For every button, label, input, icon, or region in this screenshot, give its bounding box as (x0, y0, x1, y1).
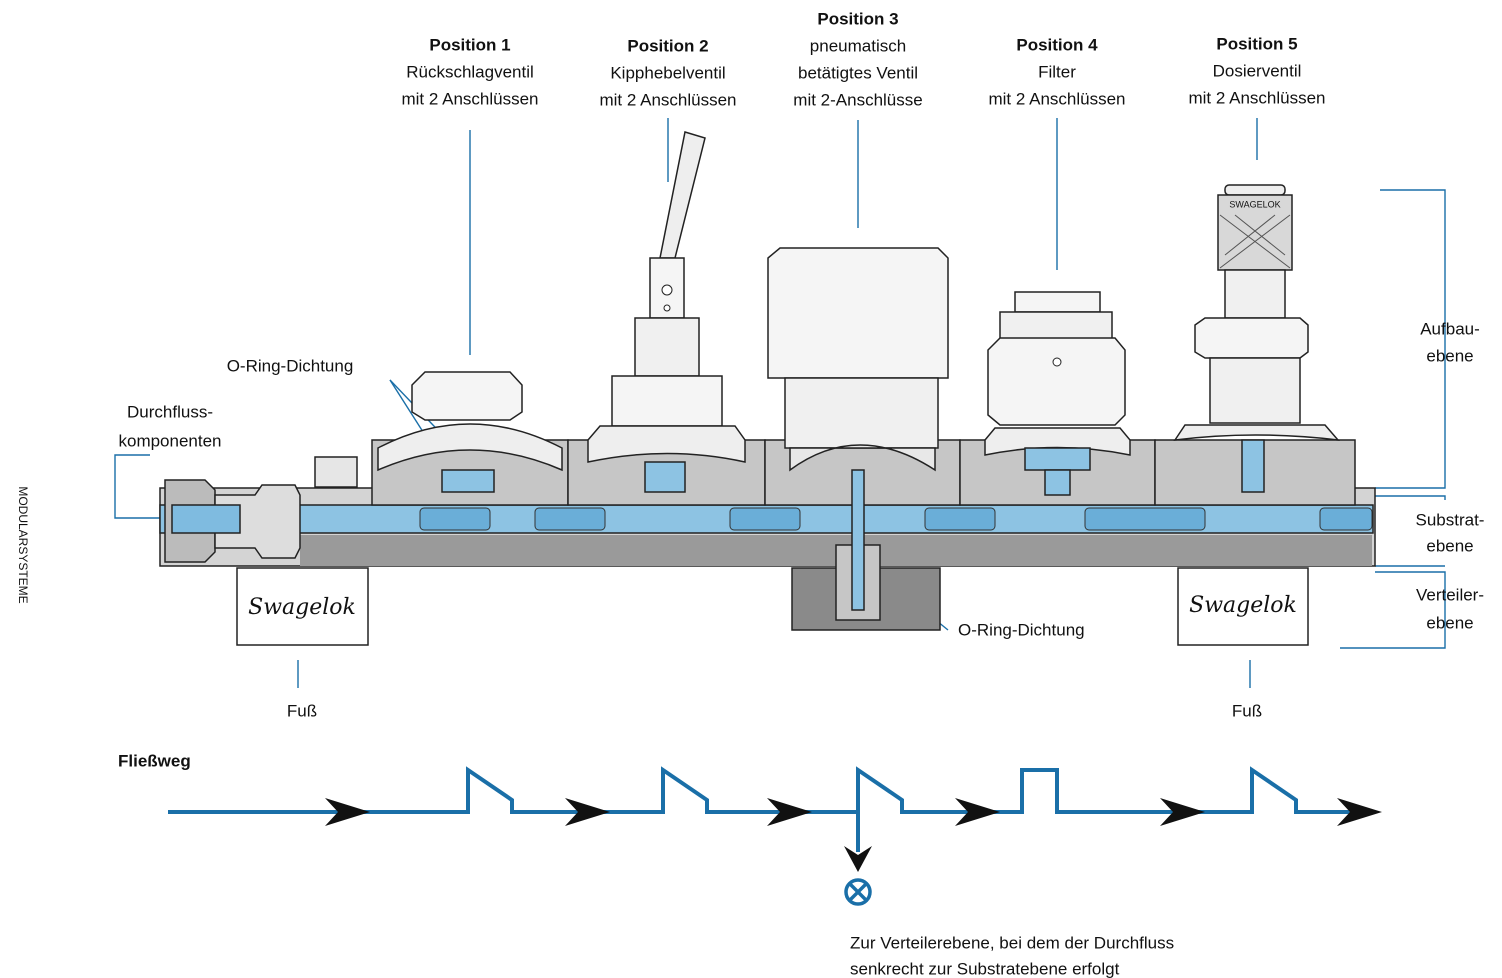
position-line: mit 2 Anschlüssen (1188, 88, 1325, 107)
position-line: Rückschlagventil (406, 62, 534, 81)
position-line: Filter (1038, 62, 1076, 81)
feet: Swagelok Swagelok (236, 567, 1309, 646)
level-label: ebene (1426, 536, 1473, 555)
position-line: Kipphebelventil (610, 63, 725, 82)
foot-label: Fuß (1232, 701, 1262, 720)
foot-label: Fuß (287, 701, 317, 720)
check-valve (377, 371, 563, 493)
position-title: Position 2 (627, 36, 708, 55)
o-ring-label: O-Ring-Dichtung (958, 620, 1085, 639)
position-line: mit 2 Anschlüssen (988, 89, 1125, 108)
level-label: ebene (1426, 346, 1473, 365)
position-line: mit 2 Anschlüssen (599, 90, 736, 109)
flow-path (168, 766, 1382, 906)
position-line: Dosierventil (1213, 61, 1302, 80)
o-ring-label: O-Ring-Dichtung (227, 356, 354, 375)
level-label: Verteiler- (1416, 585, 1484, 604)
flow-note: Zur Verteilerebene, bei dem der Durchflu… (850, 933, 1174, 952)
filter (984, 291, 1131, 496)
position-title: Position 4 (1016, 35, 1098, 54)
position-title: Position 3 (817, 9, 898, 28)
knob-brand: SWAGELOK (1229, 199, 1280, 209)
flow-components-label: komponenten (118, 431, 221, 450)
position-headers: Position 1 Rückschlagventil mit 2 Anschl… (401, 9, 1325, 109)
toggle-valve (587, 131, 746, 493)
position-line: mit 2-Anschlüsse (793, 90, 922, 109)
flow-title: Fließweg (118, 751, 191, 770)
flow-note: senkrecht zur Substratebene erfolgt (850, 959, 1120, 978)
level-label: Substrat- (1416, 510, 1485, 529)
position-line: betätigtes Ventil (798, 63, 918, 82)
metering-valve: SWAGELOK (1173, 184, 1340, 493)
position-line: pneumatisch (810, 36, 906, 55)
level-label: ebene (1426, 613, 1473, 632)
position-title: Position 5 (1216, 34, 1297, 53)
brand: Swagelok (248, 595, 356, 620)
flow-components-label: Durchfluss- (127, 402, 213, 421)
position-title: Position 1 (429, 35, 510, 54)
side-label: MODULARSYSTEME (16, 486, 30, 603)
position-line: mit 2 Anschlüssen (401, 89, 538, 108)
brand: Swagelok (1189, 593, 1297, 618)
pneumatic-valve (767, 247, 949, 631)
level-label: Aufbau- (1420, 319, 1480, 338)
